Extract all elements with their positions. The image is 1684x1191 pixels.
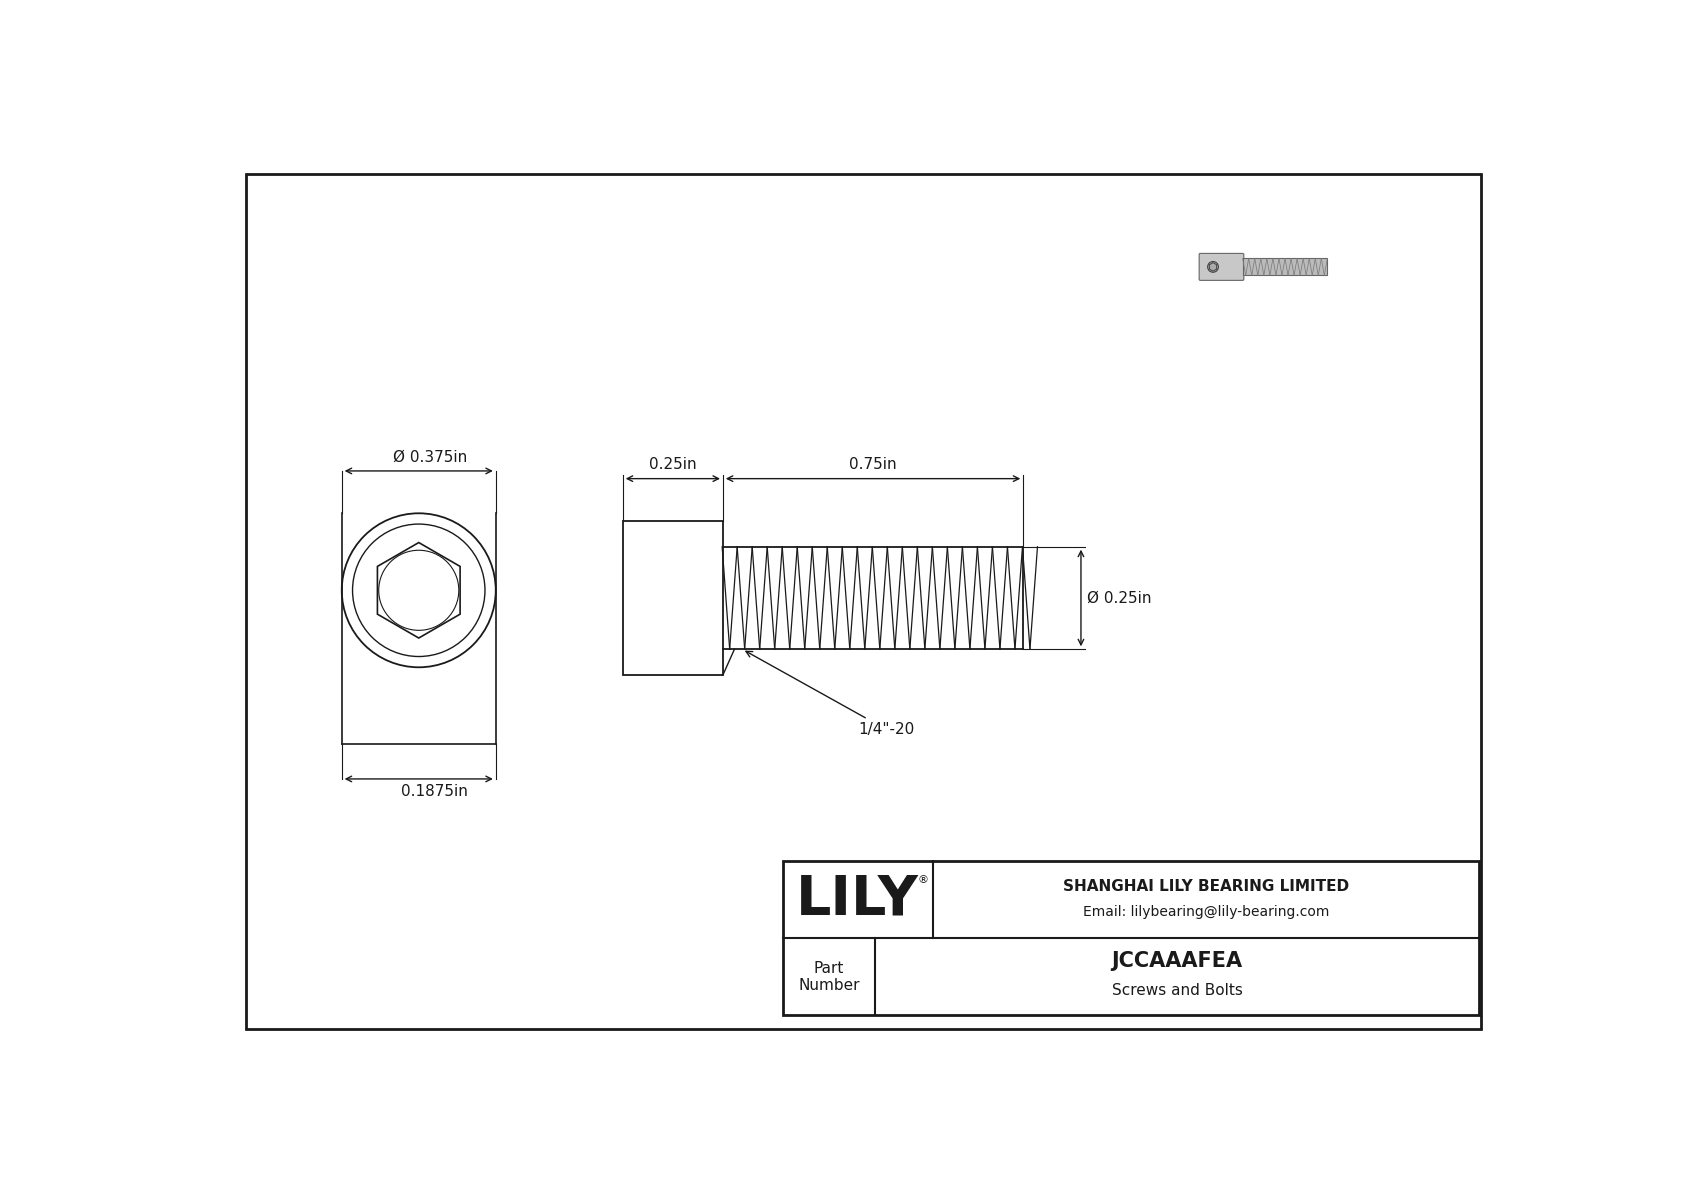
Text: Part
Number: Part Number <box>798 961 861 993</box>
Text: Ø 0.25in: Ø 0.25in <box>1088 591 1152 605</box>
Bar <box>1243 258 1327 275</box>
Text: LILY: LILY <box>797 873 919 927</box>
Text: Email: lilybearing@lily-bearing.com: Email: lilybearing@lily-bearing.com <box>1083 905 1329 919</box>
Text: ®: ® <box>918 875 928 886</box>
Text: Ø 0.375in: Ø 0.375in <box>392 450 468 464</box>
Bar <box>623 520 722 675</box>
Bar <box>783 861 1479 1016</box>
Text: SHANGHAI LILY BEARING LIMITED: SHANGHAI LILY BEARING LIMITED <box>1063 879 1349 894</box>
Text: Screws and Bolts: Screws and Bolts <box>1111 984 1243 998</box>
Circle shape <box>1207 262 1219 273</box>
Text: 0.1875in: 0.1875in <box>401 784 468 798</box>
Text: 0.25in: 0.25in <box>648 457 697 473</box>
FancyBboxPatch shape <box>1199 254 1244 280</box>
Text: 1/4"-20: 1/4"-20 <box>746 651 914 737</box>
Text: 0.75in: 0.75in <box>849 457 898 473</box>
Text: JCCAAAFEA: JCCAAAFEA <box>1111 952 1243 972</box>
